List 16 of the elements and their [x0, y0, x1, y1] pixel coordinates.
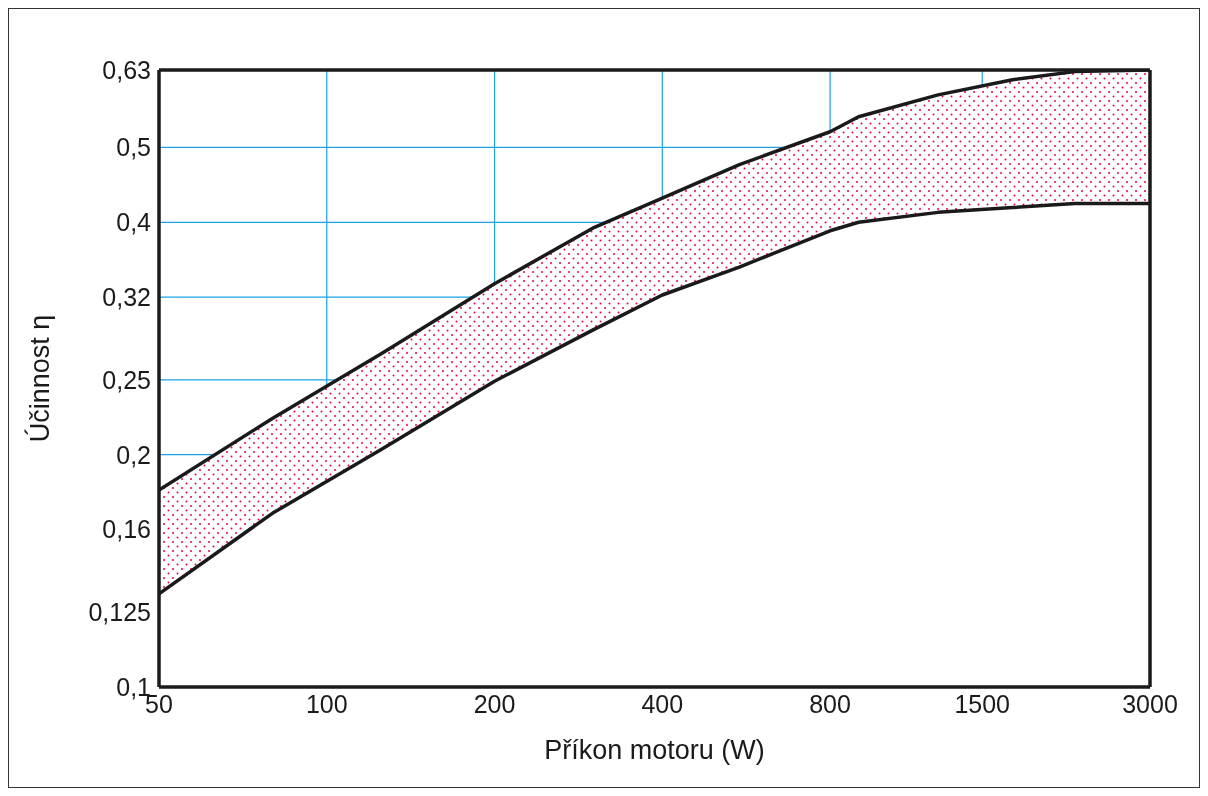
y-tick-label: 0,5 — [116, 133, 151, 162]
y-tick-label: 0,4 — [116, 208, 152, 237]
x-axis-title: Příkon motoru (W) — [544, 735, 765, 765]
x-tick-label: 1500 — [954, 689, 1011, 718]
x-tick-label: 3000 — [1122, 689, 1178, 718]
y-tick-label: 0,32 — [102, 282, 151, 311]
y-tick-label: 0,16 — [102, 515, 151, 544]
x-tick-label: 100 — [305, 689, 348, 718]
y-tick-label: 0,2 — [116, 440, 151, 469]
y-tick-label: 0,63 — [102, 55, 151, 84]
x-tick-label: 200 — [473, 689, 516, 718]
y-tick-label: 0,25 — [102, 365, 151, 394]
y-axis-title: Účinnost η — [23, 314, 55, 443]
y-tick-label: 0,125 — [88, 598, 151, 627]
x-tick-label: 800 — [809, 689, 851, 718]
x-tick-label: 400 — [641, 689, 684, 718]
